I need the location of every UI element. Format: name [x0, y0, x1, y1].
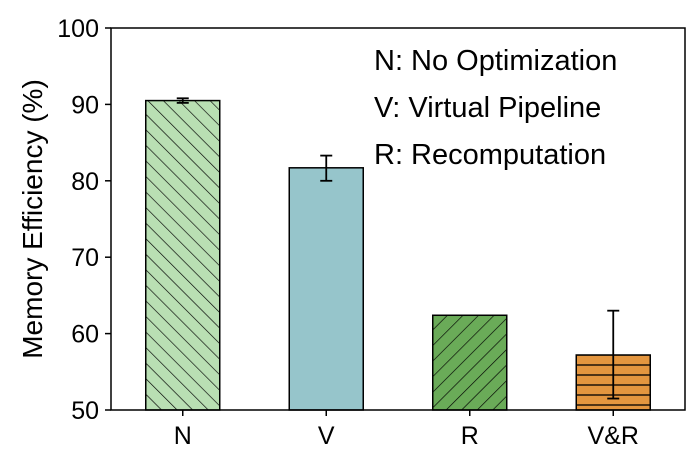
y-tick-label: 60: [71, 321, 99, 349]
bars-group: [145, 99, 651, 411]
bar-hatch: [432, 315, 507, 410]
y-axis-label: Memory Efficiency (%): [17, 79, 48, 359]
legend-entry: N: No Optimization: [374, 45, 617, 77]
error-bars-group: [176, 97, 620, 400]
legend-entry: R: Recomputation: [374, 139, 606, 171]
x-tick-label: R: [461, 422, 479, 450]
y-tick-label: 50: [71, 397, 99, 425]
x-tick-label: V&R: [588, 422, 639, 450]
y-tick-label: 70: [71, 244, 99, 272]
x-tick-label: N: [174, 422, 192, 450]
x-tick-label: V: [318, 422, 335, 450]
y-axis: 50 60 70 80 90 100: [57, 15, 111, 425]
x-axis: N V R V&R: [174, 410, 639, 450]
legend: N: No Optimization V: Virtual Pipeline R: …: [374, 45, 617, 171]
bar-v: [289, 167, 364, 410]
bar-hatch: [145, 100, 220, 410]
y-tick-label: 80: [71, 168, 99, 196]
y-tick-label: 90: [71, 91, 99, 119]
legend-entry: V: Virtual Pipeline: [374, 92, 601, 124]
plot-area-frame: [110, 27, 686, 411]
y-tick-label: 100: [57, 15, 99, 43]
